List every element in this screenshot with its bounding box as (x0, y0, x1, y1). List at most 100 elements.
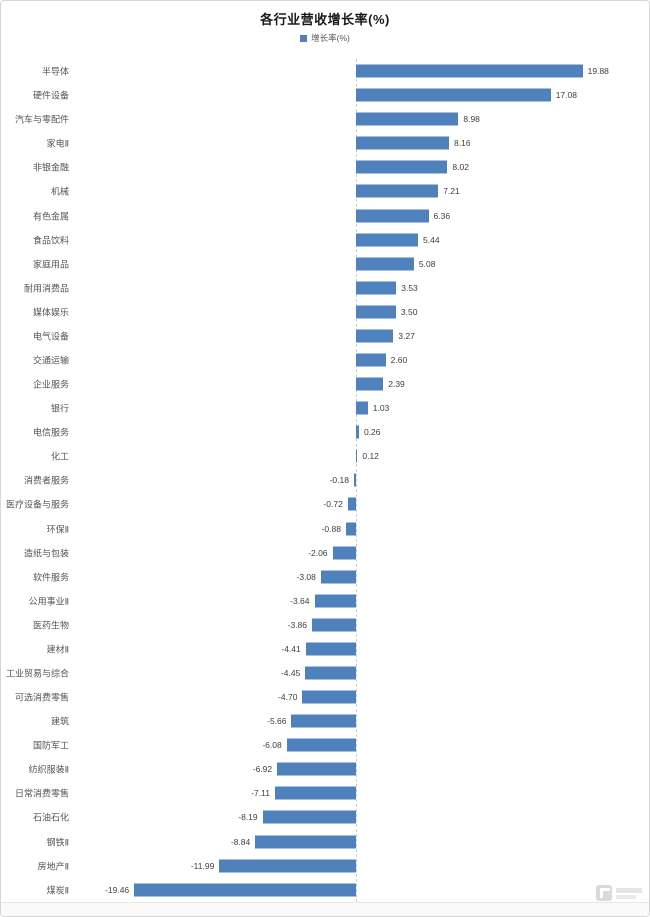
value-label: -0.88 (321, 523, 341, 534)
watermark-text-line (616, 887, 642, 893)
category-label: 房地产Ⅱ (37, 861, 69, 872)
category-label: 医疗设备与服务 (5, 499, 69, 510)
value-label: -6.08 (262, 740, 282, 751)
value-label: 5.44 (423, 234, 440, 245)
chart-row: 石油石化 -8.19 (1, 805, 649, 829)
zero-axis-line (356, 59, 357, 902)
category-label: 企业服务 (32, 379, 69, 390)
value-label: -7.11 (251, 788, 270, 799)
value-label: 3.50 (400, 306, 418, 317)
bar (255, 835, 356, 849)
bar (134, 883, 356, 897)
bar (286, 738, 356, 752)
category-label: 化工 (50, 451, 69, 462)
category-label: 软件服务 (32, 572, 69, 583)
category-label: 石油石化 (32, 812, 69, 823)
bar (356, 184, 439, 198)
chart-row: 房地产Ⅱ -11.99 (1, 854, 649, 878)
value-label: 2.39 (388, 379, 405, 390)
bar (356, 136, 450, 150)
bar (356, 329, 394, 343)
chart-row: 化工 0.12 (1, 444, 649, 468)
bar (356, 281, 397, 295)
value-label: 8.02 (452, 162, 469, 173)
bar (291, 714, 356, 728)
value-label: -8.19 (238, 812, 258, 823)
category-label: 工业贸易与综合 (5, 668, 69, 679)
category-label: 国防军工 (32, 740, 69, 751)
chart-row: 煤炭Ⅱ -19.46 (1, 878, 649, 902)
bar (219, 859, 356, 873)
value-label: 3.53 (401, 282, 418, 293)
bar (262, 810, 356, 824)
category-label: 日常消费零售 (14, 788, 69, 799)
value-label: 8.16 (454, 138, 471, 149)
category-label: 造纸与包装 (23, 548, 69, 559)
bar (356, 305, 396, 319)
category-label: 非银金融 (32, 162, 69, 173)
value-label: 1.03 (372, 403, 390, 414)
bar (356, 449, 358, 463)
category-label: 消费者服务 (23, 475, 69, 486)
chart-row: 钢铁Ⅱ -8.84 (1, 830, 649, 854)
chart-plot: 半导体 19.88 硬件设备 17.08 汽车与零配件 8.98 家电Ⅱ 8.16 非银金融 8.… (1, 59, 649, 902)
bar (314, 594, 356, 608)
value-label: -3.86 (287, 619, 307, 630)
chart-row: 银行 1.03 (1, 396, 649, 420)
chart-row: 家庭用品 5.08 (1, 252, 649, 276)
value-label: 0.26 (363, 427, 381, 438)
watermark-text (616, 887, 642, 899)
value-label: -2.06 (308, 547, 328, 558)
footer-strip (1, 902, 649, 916)
bar (356, 353, 386, 367)
value-label: -4.70 (278, 692, 298, 703)
category-label: 耐用消费品 (23, 283, 69, 294)
chart-row: 消费者服务 -0.18 (1, 468, 649, 492)
chart-row: 软件服务 -3.08 (1, 565, 649, 589)
category-label: 可选消费零售 (14, 692, 69, 703)
chart-row: 家电Ⅱ 8.16 (1, 131, 649, 155)
chart-row: 电气设备 3.27 (1, 324, 649, 348)
category-label: 电信服务 (32, 427, 69, 438)
chart-row: 半导体 19.88 (1, 59, 649, 83)
bar (277, 762, 356, 776)
value-label: -6.92 (252, 764, 273, 775)
chart-row: 可选消费零售 -4.70 (1, 685, 649, 709)
category-label: 建筑 (50, 716, 69, 727)
category-label: 食品饮料 (32, 235, 69, 246)
category-label: 电气设备 (32, 331, 69, 342)
bar (356, 233, 419, 247)
category-label: 医药生物 (32, 620, 69, 631)
watermark-logo-icon (596, 885, 612, 901)
value-label: -3.64 (290, 595, 310, 606)
category-label: 银行 (50, 403, 69, 414)
bar (356, 425, 359, 439)
category-label: 家庭用品 (32, 259, 69, 270)
bar (305, 666, 356, 680)
chart-row: 硬件设备 17.08 (1, 83, 649, 107)
category-label: 纺织服装Ⅱ (28, 764, 69, 775)
watermark-text-line (616, 894, 636, 899)
legend: 增长率(%) (1, 32, 649, 44)
chart-row: 非银金融 8.02 (1, 155, 649, 179)
chart-row: 医疗设备与服务 -0.72 (1, 492, 649, 516)
chart-row: 公用事业Ⅱ -3.64 (1, 589, 649, 613)
chart-row: 造纸与包装 -2.06 (1, 541, 649, 565)
chart-row: 日常消费零售 -7.11 (1, 781, 649, 805)
category-label: 汽车与零配件 (14, 114, 69, 125)
chart-row: 有色金属 6.36 (1, 203, 649, 227)
value-label: 7.21 (443, 186, 460, 197)
value-label: 8.98 (463, 114, 480, 125)
chart-row: 建筑 -5.66 (1, 709, 649, 733)
chart-row: 环保Ⅱ -0.88 (1, 516, 649, 540)
category-label: 公用事业Ⅱ (28, 596, 69, 607)
category-label: 媒体娱乐 (32, 307, 69, 318)
value-label: 3.27 (398, 330, 415, 341)
value-label: -5.66 (267, 716, 287, 727)
category-label: 建材Ⅱ (46, 644, 69, 655)
chart-row: 建材Ⅱ -4.41 (1, 637, 649, 661)
value-label: 6.36 (433, 210, 451, 221)
category-label: 机械 (50, 186, 69, 197)
bar (356, 88, 551, 102)
value-label: -8.84 (230, 836, 251, 847)
